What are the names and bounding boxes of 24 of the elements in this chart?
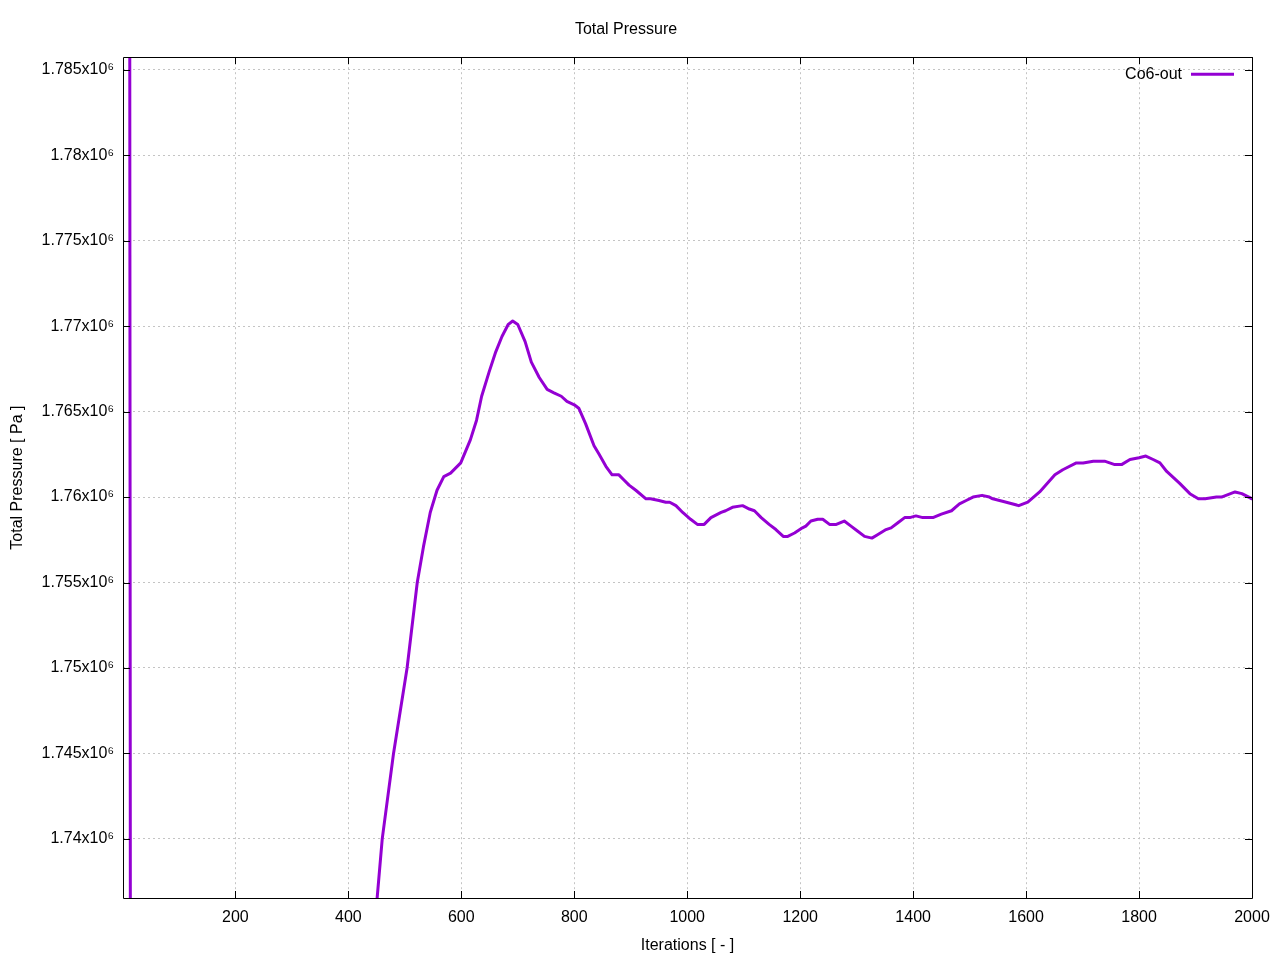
y-tick-label: 1.78x10⁶	[50, 145, 114, 163]
x-tick-label: 400	[335, 908, 362, 926]
y-tick-label: 1.77x10⁶	[50, 316, 114, 334]
y-tick-label: 1.765x10⁶	[41, 402, 114, 420]
x-tick-label: 1200	[782, 908, 819, 926]
x-tick-label: 800	[560, 908, 588, 926]
y-tick-label: 1.75x10⁶	[50, 658, 114, 676]
x-tick-label: 1600	[1008, 908, 1044, 926]
legend-label: Co6-out	[1125, 64, 1183, 82]
y-tick-label: 1.755x10⁶	[41, 572, 114, 590]
x-tick-label: 1800	[1121, 908, 1157, 926]
y-axis-title: Total Pressure [ Pa ]	[8, 405, 26, 550]
y-tick-label: 1.775x10⁶	[41, 231, 114, 249]
x-tick-label: 200	[222, 908, 249, 926]
y-tick-label: 1.785x10⁶	[41, 60, 114, 78]
x-tick-label: 1400	[895, 908, 932, 926]
y-tick-label: 1.74x10⁶	[50, 829, 114, 847]
x-axis-title: Iterations [ - ]	[640, 935, 735, 953]
chart-title: Total Pressure	[574, 20, 678, 38]
y-tick-label: 1.745x10⁶	[41, 743, 114, 761]
y-tick-label: 1.76x10⁶	[50, 487, 114, 505]
x-tick-label: 2000	[1234, 908, 1270, 926]
x-tick-label: 1000	[669, 908, 706, 926]
x-tick-label: 600	[447, 908, 475, 926]
